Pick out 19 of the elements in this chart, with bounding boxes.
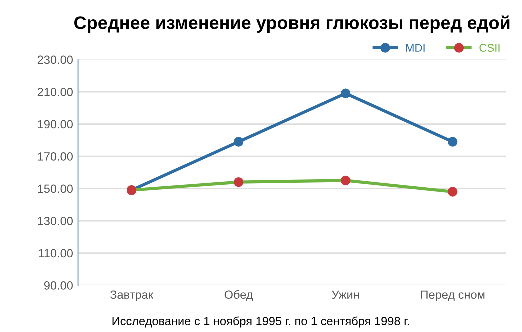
y-tick-label: 110.00 (39, 249, 73, 258)
x-tick-label: Обед (224, 290, 254, 302)
point (234, 137, 244, 147)
point (340, 88, 351, 98)
x-tick-label: Завтрак (110, 290, 154, 302)
y-tick-label: 210.00 (38, 88, 73, 96)
y-tick-label: 150.00 (38, 184, 73, 194)
chart-title: Среднее изменение уровня глюкозы перед едой (74, 16, 510, 33)
text: Исследование с 1 ноября 1995 г. по 1 сентября 1998 г. (112, 316, 410, 328)
y-tick-label: 230.00 (38, 56, 73, 64)
legend-label: CSII (480, 44, 500, 52)
y-tick-label: 130.00 (38, 217, 73, 226)
x-tick-label: Перед сном (421, 290, 485, 302)
y-tick-label: 90.00 (44, 282, 73, 290)
legend-label: MDI (406, 44, 425, 52)
x-tick-label: Ужин (332, 290, 360, 300)
y-tick-label: 190.00 (38, 120, 73, 129)
y-tick-label: 170.00 (38, 152, 73, 161)
point (448, 137, 458, 147)
